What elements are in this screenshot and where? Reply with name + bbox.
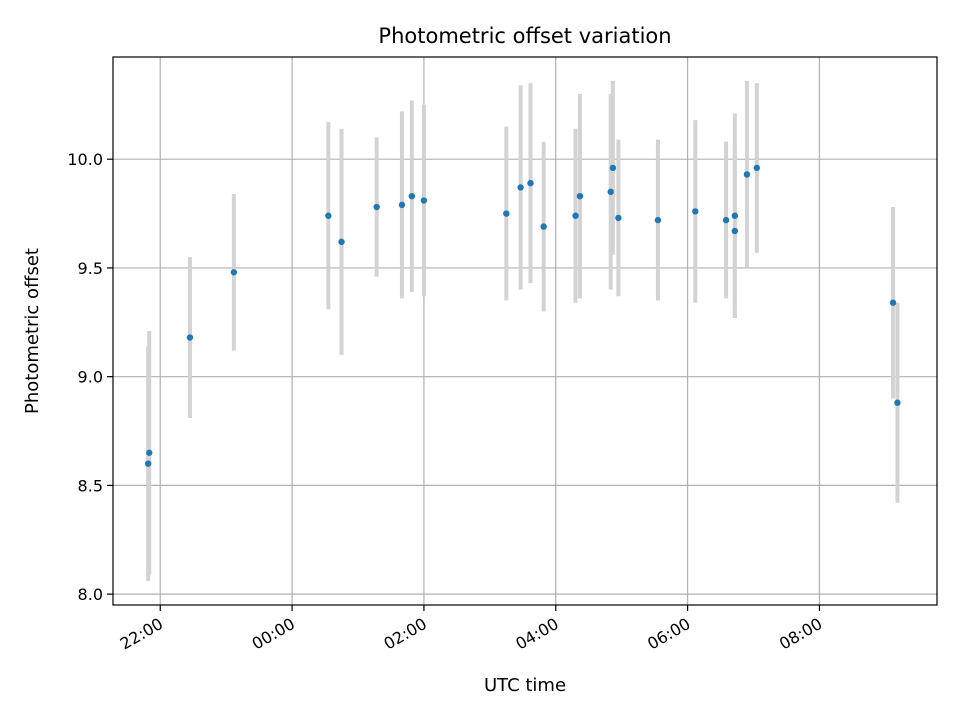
data-point bbox=[692, 208, 699, 215]
data-point bbox=[144, 460, 152, 467]
chart-title: Photometric offset variation bbox=[378, 24, 671, 48]
data-point bbox=[373, 203, 380, 211]
y-tick-label: 9.5 bbox=[78, 259, 103, 278]
data-point bbox=[889, 299, 897, 306]
x-axis-label: UTC time bbox=[484, 675, 566, 696]
data-point bbox=[398, 201, 406, 209]
data-point bbox=[753, 164, 761, 172]
y-tick-label: 10.0 bbox=[67, 150, 103, 169]
data-point bbox=[743, 171, 751, 178]
data-point bbox=[654, 216, 662, 224]
data-point bbox=[731, 227, 739, 235]
y-axis-label: Photometric offset bbox=[22, 248, 43, 414]
data-point bbox=[540, 223, 547, 230]
data-point bbox=[146, 449, 153, 456]
data-point bbox=[408, 192, 416, 200]
data-point bbox=[503, 210, 510, 217]
data-points bbox=[144, 164, 901, 467]
data-point bbox=[607, 188, 614, 196]
data-point bbox=[338, 238, 345, 246]
y-tick-label: 8.0 bbox=[78, 585, 103, 604]
data-point bbox=[722, 216, 730, 224]
y-tick-label: 9.0 bbox=[78, 368, 103, 387]
data-point bbox=[609, 164, 617, 172]
data-point bbox=[420, 197, 428, 204]
plot-area-frame bbox=[112, 56, 938, 606]
data-point bbox=[615, 214, 622, 222]
data-point bbox=[186, 334, 194, 341]
y-tick-label: 8.5 bbox=[78, 476, 103, 495]
data-point bbox=[572, 212, 579, 219]
data-point bbox=[731, 212, 739, 219]
data-point bbox=[576, 192, 584, 200]
data-point bbox=[517, 184, 524, 191]
data-point bbox=[325, 212, 332, 219]
data-point bbox=[230, 269, 238, 276]
data-point bbox=[894, 399, 901, 406]
y-axis-ticks: 8.0 8.5 9.0 9.5 10.0 bbox=[67, 150, 113, 604]
data-point bbox=[527, 179, 534, 187]
